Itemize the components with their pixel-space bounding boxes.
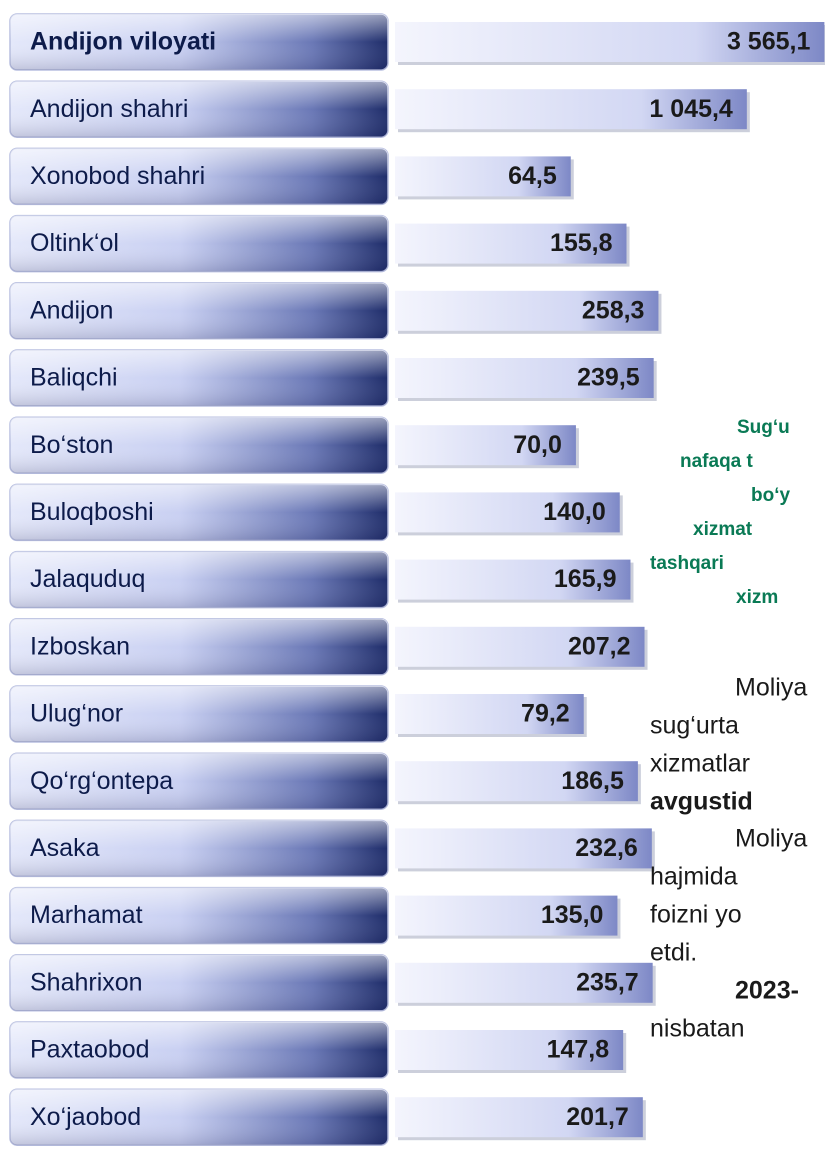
category-shine	[10, 350, 388, 406]
bar	[395, 761, 638, 802]
value-label: 70,0	[513, 431, 562, 459]
category-label: Ulug‘nor	[30, 700, 123, 728]
category-shine	[10, 1089, 388, 1146]
bar	[395, 1030, 624, 1070]
highlight-text: xizm	[736, 587, 778, 608]
value-label: 147,8	[547, 1036, 610, 1064]
value-label: 239,5	[577, 364, 640, 392]
body-text: hajmida	[650, 863, 738, 891]
category-label: Buloqboshi	[30, 498, 154, 526]
category-shine	[10, 417, 388, 474]
highlight-text: Sug‘u	[737, 417, 790, 438]
category-shine	[10, 282, 388, 339]
bar	[395, 425, 576, 466]
value-label: 207,2	[568, 632, 631, 660]
category-label: Oltink‘ol	[30, 229, 119, 257]
category-shine	[10, 686, 388, 742]
category-shine	[10, 148, 388, 205]
body-text: Moliya	[735, 674, 807, 702]
bar	[395, 626, 645, 667]
value-label: 155,8	[550, 229, 613, 257]
value-label: 3 565,1	[727, 28, 811, 56]
body-text: Moliya	[735, 825, 807, 853]
highlight-text: xizmat	[693, 519, 753, 540]
value-label: 232,6	[575, 834, 638, 862]
category-shine	[10, 820, 388, 877]
bar	[395, 89, 747, 130]
body-text: nisbatan	[650, 1015, 745, 1043]
highlight-text: bo‘y	[751, 485, 790, 506]
bar	[395, 694, 584, 734]
highlight-text: nafaqa t	[680, 451, 754, 472]
value-label: 186,5	[561, 767, 624, 795]
category-shine	[10, 215, 388, 272]
category-label: Andijon shahri	[30, 95, 188, 123]
value-label: 1 045,4	[649, 95, 733, 123]
bar	[395, 223, 627, 264]
category-label: Qo‘rg‘ontepa	[30, 767, 173, 795]
value-label: 165,9	[554, 565, 617, 593]
bar	[395, 290, 659, 331]
body-text: avgustid	[650, 788, 753, 816]
category-label: Xo‘jaobod	[30, 1103, 141, 1131]
value-label: 140,0	[543, 498, 606, 526]
category-shine	[10, 81, 388, 138]
body-text: sug‘urta	[650, 712, 739, 740]
category-shine	[10, 618, 388, 675]
body-text: xizmatlar	[650, 750, 750, 778]
category-shine	[10, 954, 388, 1011]
bar	[395, 962, 653, 1003]
value-label: 258,3	[582, 296, 645, 324]
bar	[395, 895, 618, 936]
bar	[395, 22, 825, 62]
value-label: 64,5	[508, 162, 557, 190]
category-label: Andijon	[30, 296, 113, 324]
category-label: Izboskan	[30, 632, 130, 660]
bar	[395, 358, 654, 398]
body-text: 2023-	[735, 977, 799, 1005]
category-label: Shahrixon	[30, 968, 143, 996]
body-text: foizni yo	[650, 901, 742, 929]
bar	[395, 492, 620, 533]
category-label: Jalaquduq	[30, 565, 145, 593]
category-label: Paxtaobod	[30, 1036, 150, 1064]
category-shine	[10, 484, 388, 541]
bar	[395, 156, 571, 197]
category-shine	[10, 551, 388, 608]
value-label: 135,0	[541, 901, 604, 929]
value-label: 79,2	[521, 700, 570, 728]
category-label: Bo‘ston	[30, 431, 113, 459]
value-label: 201,7	[566, 1103, 629, 1131]
category-label: Xonobod shahri	[30, 162, 205, 190]
bar	[395, 1097, 643, 1138]
category-label: Andijon viloyati	[30, 28, 216, 56]
category-shine	[10, 14, 388, 70]
highlight-text: tashqari	[650, 553, 724, 574]
bar	[395, 559, 631, 600]
category-label: Asaka	[30, 834, 100, 862]
category-shine	[10, 887, 388, 944]
category-shine	[10, 753, 388, 810]
category-label: Baliqchi	[30, 364, 118, 392]
body-text: etdi.	[650, 939, 697, 967]
bar	[395, 828, 652, 869]
category-label: Marhamat	[30, 901, 143, 929]
category-shine	[10, 1022, 388, 1078]
value-label: 235,7	[576, 968, 639, 996]
